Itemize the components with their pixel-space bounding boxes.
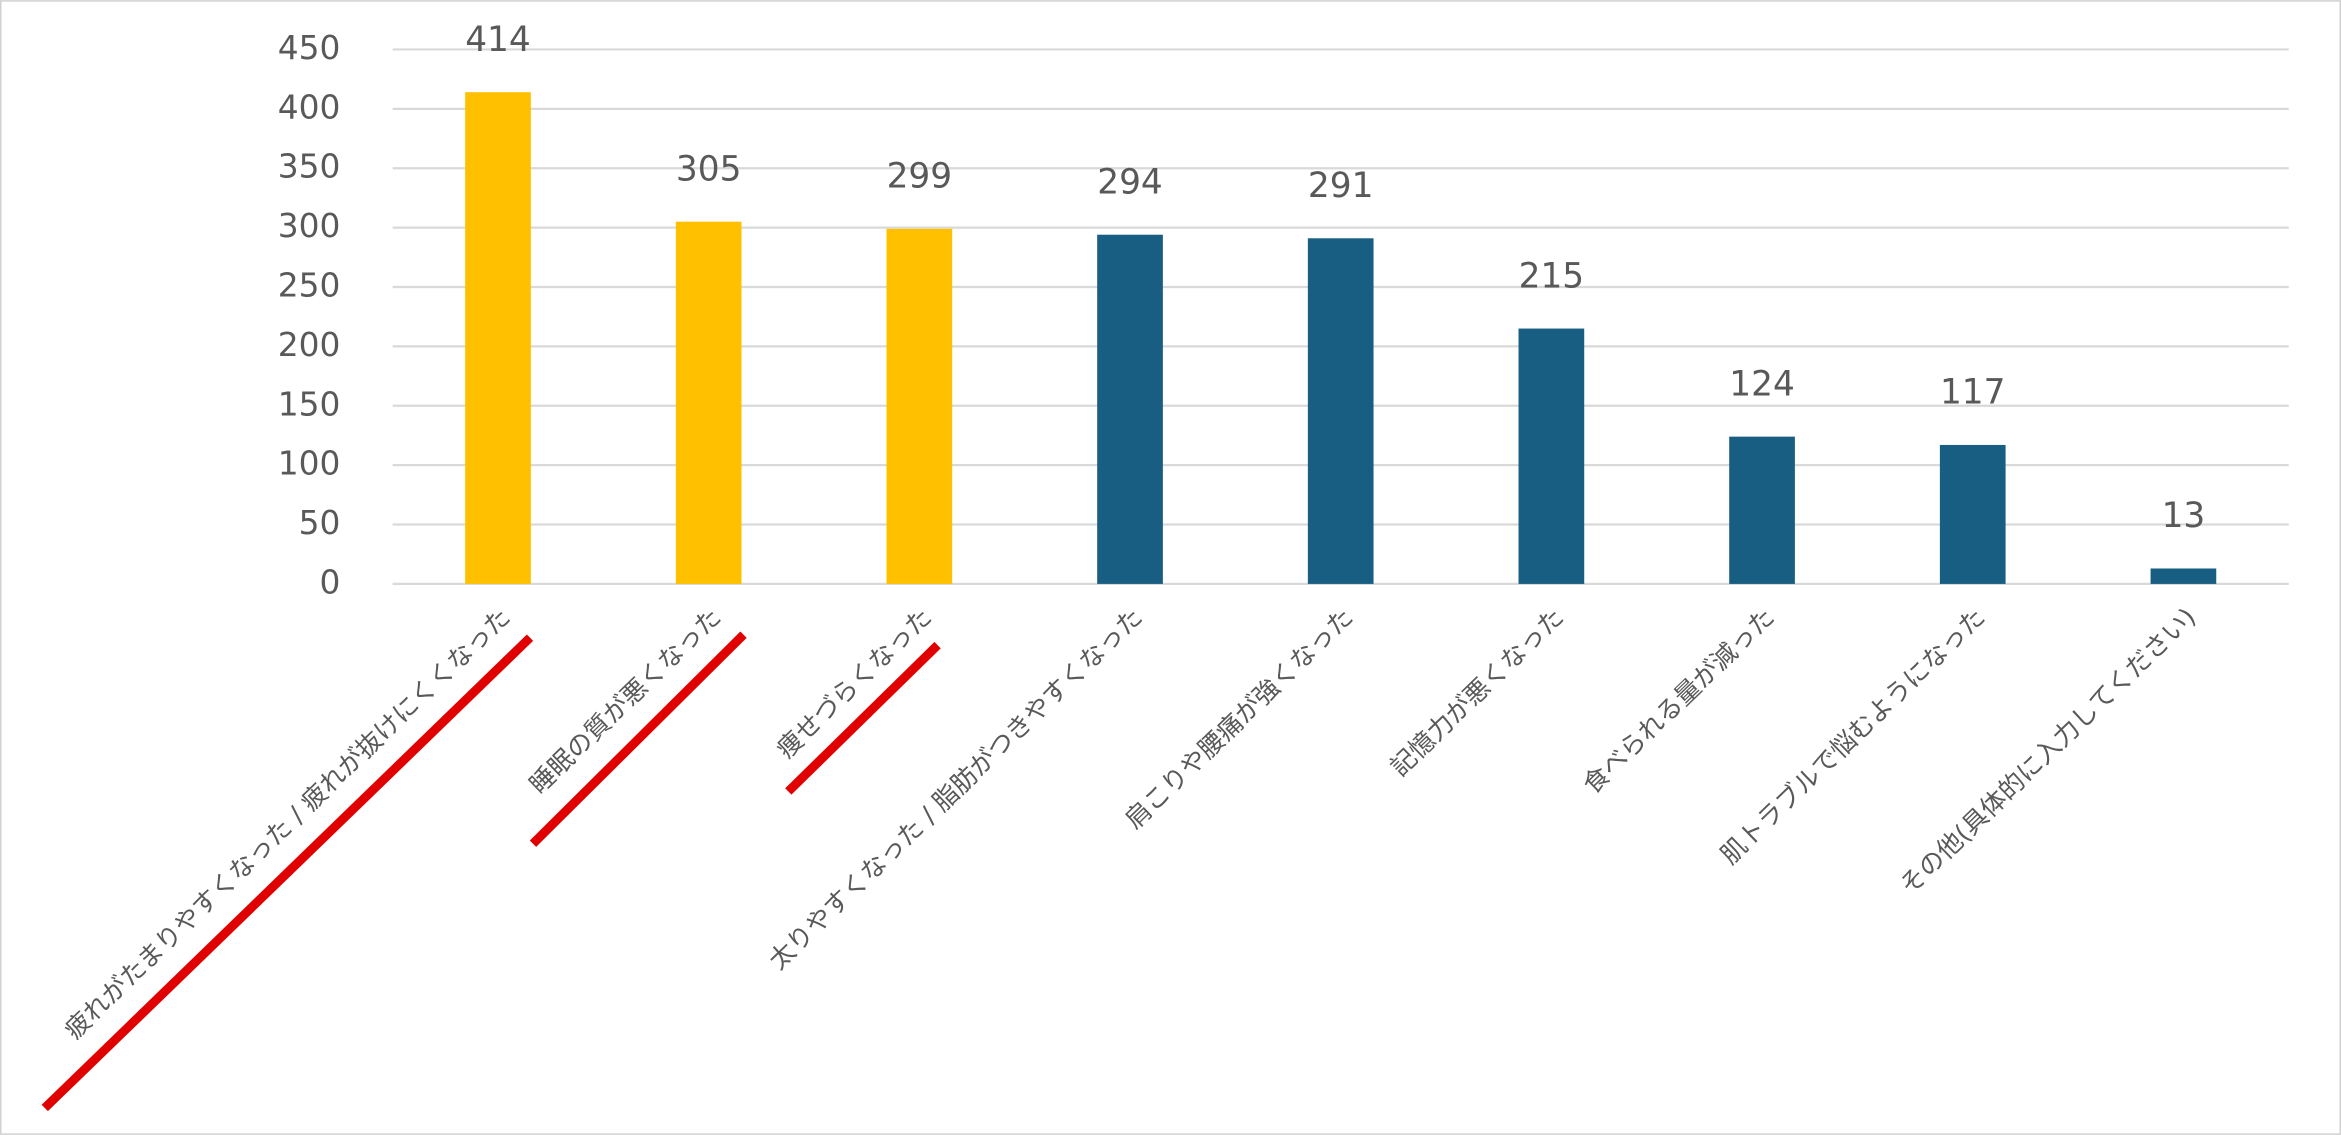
y-tick-label: 0 bbox=[320, 563, 341, 601]
bar bbox=[1729, 436, 1795, 584]
y-tick-label: 350 bbox=[278, 148, 341, 186]
bar bbox=[1518, 328, 1585, 584]
bar bbox=[465, 92, 531, 584]
y-tick-label: 400 bbox=[278, 88, 341, 126]
value-label: 305 bbox=[676, 149, 742, 189]
value-label: 299 bbox=[887, 157, 953, 197]
y-tick-label: 200 bbox=[278, 326, 341, 364]
value-label: 414 bbox=[465, 20, 531, 60]
y-tick-label: 150 bbox=[278, 385, 341, 423]
y-tick-label: 250 bbox=[278, 266, 341, 304]
underline bbox=[785, 641, 941, 795]
underline bbox=[529, 631, 747, 847]
y-tick-label: 100 bbox=[278, 445, 341, 483]
value-label: 291 bbox=[1308, 166, 1374, 206]
value-label: 124 bbox=[1729, 364, 1795, 404]
highlight-underlines bbox=[41, 631, 941, 1112]
bar bbox=[1097, 234, 1163, 584]
value-label: 294 bbox=[1097, 162, 1163, 202]
bar bbox=[886, 228, 953, 584]
bar bbox=[1307, 238, 1374, 584]
y-tick-label: 50 bbox=[299, 504, 341, 542]
underline bbox=[41, 634, 534, 1112]
y-tick-label: 450 bbox=[278, 29, 341, 67]
bar bbox=[675, 221, 742, 584]
value-label: 117 bbox=[1940, 373, 2006, 413]
value-label: 13 bbox=[2162, 496, 2206, 536]
value-label: 215 bbox=[1519, 256, 1585, 296]
bar bbox=[2150, 568, 2217, 584]
bar bbox=[1939, 444, 2006, 584]
y-tick-label: 300 bbox=[278, 207, 341, 245]
